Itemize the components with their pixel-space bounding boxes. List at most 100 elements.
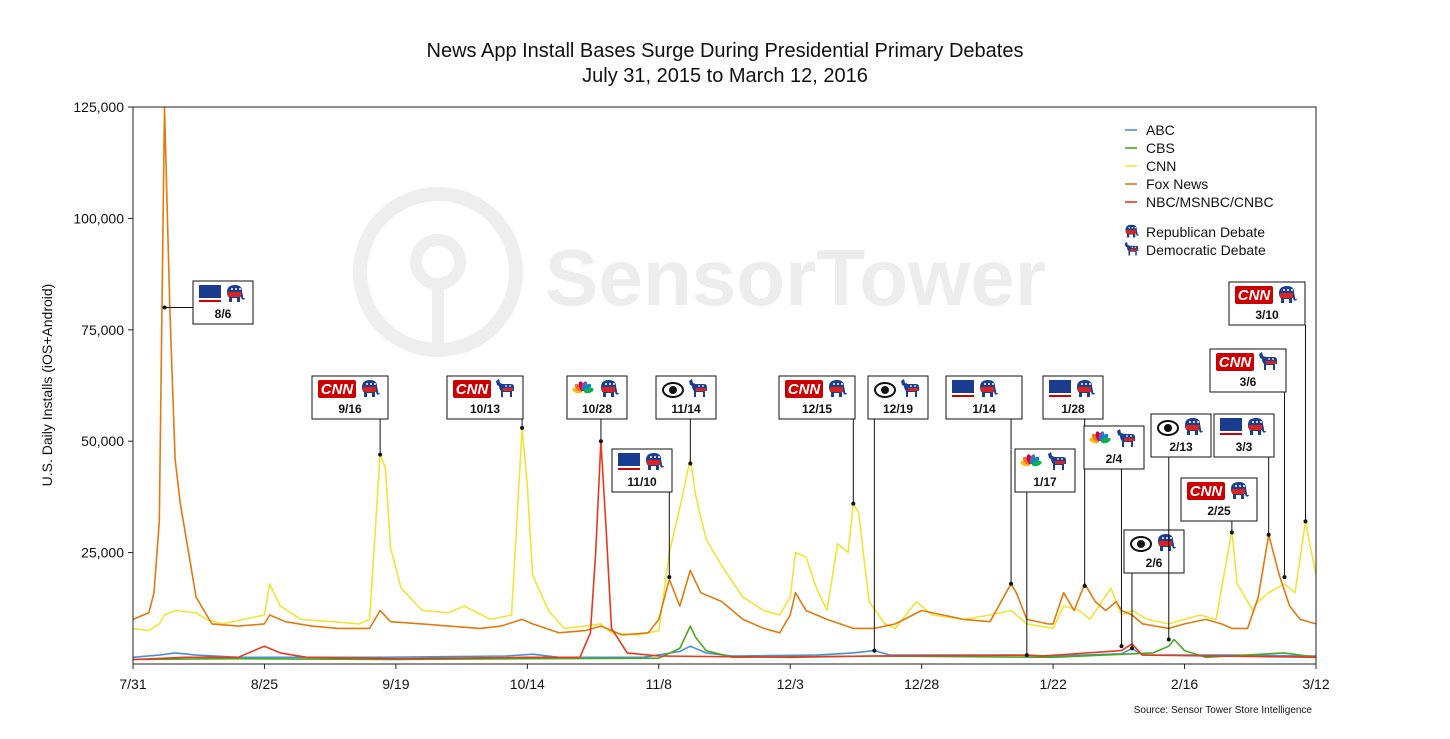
republican-elephant-icon — [227, 285, 245, 302]
annotation-point — [851, 501, 856, 506]
annotation-point — [688, 461, 693, 466]
source-note: Source: Sensor Tower Store Intelligence — [1134, 705, 1313, 716]
cnn-logo-icon: CNN — [1187, 482, 1225, 500]
svg-text:CNN: CNN — [1238, 287, 1272, 304]
x-tick-label: 10/14 — [510, 676, 545, 692]
debate-annotation: 11/10 — [611, 448, 673, 580]
republican-elephant-icon — [1279, 286, 1297, 303]
annotation-date-label: 11/10 — [627, 475, 657, 489]
debate-annotation: CNN 10/13 — [446, 375, 525, 430]
cnn-logo-icon: CNN — [785, 380, 823, 398]
legend-democratic-label: Democratic Debate — [1146, 242, 1266, 258]
annotation-point — [1009, 581, 1014, 586]
annotation-box — [1083, 425, 1145, 470]
svg-text:CNN: CNN — [1219, 354, 1253, 371]
democratic-donkey-icon — [1124, 242, 1139, 256]
annotation-date-label: 2/25 — [1207, 504, 1231, 518]
svg-text:CNN: CNN — [1190, 483, 1224, 500]
annotation-date-label: 10/28 — [582, 402, 612, 416]
debate-annotation: 2/6 — [1123, 529, 1185, 651]
legend-republican-label: Republican Debate — [1146, 224, 1265, 240]
x-tick-label: 7/31 — [119, 676, 146, 692]
fox-news-logo-icon — [618, 453, 640, 473]
x-tick-label: 2/16 — [1171, 676, 1198, 692]
fox-news-logo-icon — [1220, 418, 1242, 438]
annotation-point — [598, 439, 603, 444]
annotation-point — [667, 575, 672, 580]
annotation-date-label: 3/6 — [1240, 375, 1257, 389]
legend-entry: CNN — [1146, 158, 1176, 174]
y-tick-label: 100,000 — [73, 210, 124, 226]
republican-elephant-icon — [362, 380, 380, 397]
annotation-date-label: 10/13 — [470, 402, 500, 416]
republican-elephant-icon — [601, 380, 619, 397]
x-tick-label: 12/3 — [777, 676, 804, 692]
fox-news-logo-icon — [1049, 380, 1071, 400]
legend-entry: ABC — [1146, 122, 1175, 138]
x-tick-label: 8/25 — [251, 676, 278, 692]
x-axis: 7/31 8/25 9/19 10/14 11/8 12/3 12/28 1/22 2/16 3/… — [119, 664, 1330, 692]
debate-annotation: 12/19 — [867, 375, 929, 653]
nbc-logo-icon — [1020, 454, 1042, 467]
republican-elephant-icon — [1125, 224, 1139, 238]
annotation-point — [1303, 519, 1308, 524]
republican-elephant-icon — [1077, 380, 1095, 397]
abc-logo-icon — [1130, 536, 1152, 552]
annotation-date-label: 12/15 — [802, 402, 832, 416]
annotation-date-label: 12/19 — [883, 402, 913, 416]
annotation-date-label: 1/14 — [972, 402, 996, 416]
fox-news-logo-icon — [199, 285, 221, 305]
y-tick-label: 125,000 — [73, 99, 124, 115]
annotation-box — [867, 375, 929, 420]
annotation-date-label: 11/14 — [671, 402, 701, 416]
annotation-date-label: 3/3 — [1236, 440, 1253, 454]
annotation-box — [1014, 448, 1076, 493]
annotation-point — [1024, 653, 1029, 658]
annotation-point — [1119, 644, 1124, 649]
annotation-point — [378, 452, 383, 457]
fox-business-logo-icon — [952, 380, 974, 400]
annotation-box — [1123, 529, 1185, 574]
svg-text:CNN: CNN — [456, 381, 490, 398]
republican-elephant-icon — [829, 380, 847, 397]
democratic-donkey-icon — [496, 379, 514, 397]
cnn-logo-icon: CNN — [453, 380, 491, 398]
x-tick-label: 1/22 — [1039, 676, 1066, 692]
svg-text:CNN: CNN — [321, 381, 355, 398]
plot-frame — [132, 106, 1317, 665]
debate-annotations: 8/6 CNN 9/16 CNN 10/13 10/28 11/10 11/14 CNN 12/1… — [162, 280, 1308, 658]
chart-subtitle: July 31, 2015 to March 12, 2016 — [582, 65, 868, 87]
republican-elephant-icon — [1158, 534, 1176, 551]
annotation-box — [1150, 413, 1212, 458]
debate-annotation: CNN 2/25 — [1180, 477, 1258, 535]
series-line-nbc-msnbc-cnbc — [132, 440, 1317, 661]
annotation-date-label: 2/13 — [1169, 440, 1193, 454]
y-tick-label: 75,000 — [81, 322, 124, 338]
series-line-fox-news — [132, 106, 1317, 636]
watermark-text: SensorTower — [545, 233, 1046, 322]
annotation-point — [162, 305, 167, 310]
series-line-cbs — [132, 625, 1317, 661]
abc-logo-icon — [874, 382, 896, 398]
cbs-logo-icon — [1157, 420, 1179, 436]
republican-elephant-icon — [980, 380, 998, 397]
x-tick-label: 9/19 — [382, 676, 409, 692]
annotation-point — [1229, 530, 1234, 535]
debate-annotation: 2/13 — [1150, 413, 1212, 642]
annotation-point — [520, 425, 525, 430]
x-tick-label: 11/8 — [646, 676, 672, 692]
debate-annotation: 11/14 — [655, 375, 717, 466]
legend-entry: NBC/MSNBC/CNBC — [1146, 194, 1274, 210]
annotation-date-label: 9/16 — [338, 402, 362, 416]
debate-annotation: 1/14 — [945, 375, 1023, 586]
legend-entry: CBS — [1146, 140, 1175, 156]
annotation-date-label: 8/6 — [215, 307, 232, 321]
cnn-logo-icon: CNN — [1216, 353, 1254, 371]
debate-annotation: 3/3 — [1213, 413, 1275, 537]
debate-annotation: 1/17 — [1014, 448, 1076, 658]
cnbc-logo-icon — [572, 381, 594, 394]
annotation-point — [1166, 637, 1171, 642]
debate-annotation: CNN 3/6 — [1209, 348, 1287, 580]
y-tick-label: 25,000 — [81, 545, 124, 561]
